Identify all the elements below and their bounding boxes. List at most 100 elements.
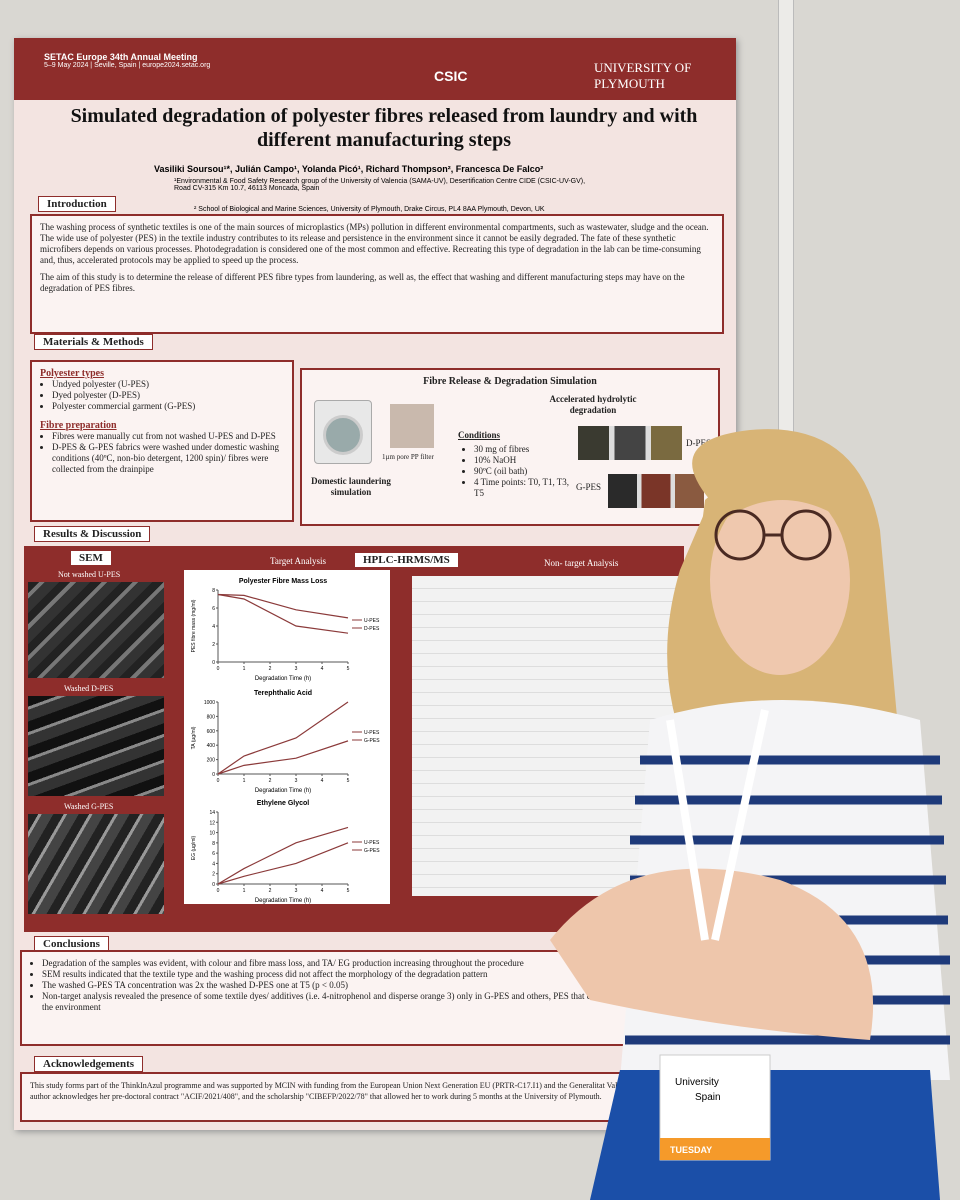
affiliation: ¹Environmental & Food Safety Research gr… [174,178,586,192]
legend-label: D-PES [364,626,380,632]
item: Degradation of the samples was evident, … [42,958,670,969]
lanyard [666,709,769,941]
mini-chart: Ethylene Glycol EG (µg/ml) Degradation Tim… [191,800,380,904]
x-tick-label: 3 [295,666,298,672]
mini-chart: Terephthalic Acid TA (µg/ml) Degradation T… [191,690,380,794]
paragraph: The washing process of synthetic textile… [40,222,709,265]
x-tick-label: 2 [269,888,272,894]
y-tick-label: 8 [212,588,215,594]
y-tick-label: 6 [212,851,215,857]
subheading: Fibre preparation [40,420,117,431]
legend-label: U-PES [364,618,380,624]
methods-left: Polyester types Undyed polyester (U-PES)… [30,360,294,522]
legend-label: G-PES [364,738,380,744]
x-axis-label: Degradation Time (h) [255,898,311,904]
x-tick-label: 0 [217,888,220,894]
x-tick-label: 3 [295,888,298,894]
label: Target Analysis [270,556,326,566]
title: Simulated degradation of polyester fibre… [70,105,698,151]
y-tick-label: 200 [207,758,216,764]
label: Non- target Analysis [544,558,619,568]
x-tick-label: 1 [243,888,246,894]
introduction: The washing process of synthetic textile… [30,214,724,334]
sem-label: Washed G-PES [64,802,114,811]
item: Undyed polyester (U-PES) [52,379,284,390]
y-axis-label: PES fibre mass (mg/ml) [191,599,197,652]
x-tick-label: 5 [347,888,350,894]
arms [550,868,874,1040]
x-tick-label: 2 [269,778,272,784]
y-tick-label: 12 [209,820,215,826]
series-line [217,842,349,885]
label: 1µm pore PP filter [382,453,434,461]
subheading: Conditions [458,430,501,440]
section-heading: Acknowledgements [34,1056,144,1072]
y-tick-label: 800 [207,714,216,720]
y-tick-label: 400 [207,743,216,749]
conditions: 30 mg of fibres10% NaOH90ºC (oil bath)4 … [462,444,572,499]
section-heading: Conclusions [34,936,109,952]
series-line [217,593,349,619]
item: D-PES & G-PES fabrics were washed under … [52,442,284,475]
mini-chart: Polyester Fibre Mass Loss PES fibre mass … [191,578,380,682]
sem-heading: SEM [70,550,112,566]
authors: Vasiliki Soursou¹*, Julián Campo¹, Yolan… [154,164,544,174]
vials [578,426,682,460]
place: 5–9 May 2024 | Seville, Spain | europe20… [44,62,211,69]
face [710,485,850,675]
filter-photo [390,404,434,448]
x-tick-label: 0 [217,666,220,672]
y-tick-label: 10 [209,831,215,837]
y-tick-label: 0 [212,882,215,888]
item: SEM results indicated that the textile t… [42,969,670,980]
x-axis-label: Degradation Time (h) [255,676,311,682]
y-tick-label: 2 [212,642,215,648]
hplc-heading: HPLC-HRMS/MS [354,552,459,568]
sem-image [28,696,164,796]
x-tick-label: 4 [321,666,324,672]
x-tick-label: 1 [243,666,246,672]
y-tick-label: 14 [209,810,215,816]
label: Domestic laundering simulation [311,476,391,497]
item: Dyed polyester (D-PES) [52,390,284,401]
label: Accelerated hydrolytic degradation [549,394,637,415]
y-tick-label: 0 [212,660,215,666]
y-tick-label: 0 [212,772,215,778]
series-line [217,826,349,885]
series-line [217,593,349,634]
y-tick-label: 6 [212,606,215,612]
item: Non-target analysis revealed the presenc… [42,991,670,1013]
x-tick-label: 0 [217,778,220,784]
item: 90ºC (oil bath) [474,466,572,477]
legend-label: U-PES [364,730,380,736]
chart-title: Ethylene Glycol [257,800,310,807]
chart-title: Polyester Fibre Mass Loss [239,578,327,585]
y-axis-label: EG (µg/ml) [191,836,197,861]
legend-label: U-PES [364,840,380,846]
y-axis-label: TA (µg/ml) [191,726,197,749]
paragraph: The aim of this study is to determine th… [40,272,685,293]
glasses [714,509,832,561]
item: 10% NaOH [474,455,572,466]
badge-stripe [660,1138,770,1160]
legend-label: G-PES [364,848,380,854]
logo-plymouth: UNIVERSITY OF PLYMOUTH [594,60,692,91]
person: University Spain TUESDAY [550,429,950,1200]
badge-text: University [675,1077,719,1088]
sem-label: Washed D-PES [64,684,114,693]
sem-image [28,814,164,914]
badge-day: TUESDAY [670,1145,712,1155]
y-tick-label: 600 [207,729,216,735]
methods-right: Fibre Release & Degradation Simulation 1… [300,368,720,526]
y-tick-label: 1000 [204,700,215,706]
chart-title: Terephthalic Acid [254,690,312,697]
y-tick-label: 8 [212,841,215,847]
vials [608,474,704,508]
item: 30 mg of fibres [474,444,572,455]
item: 4 Time points: T0, T1, T3, T5 [474,477,572,499]
x-tick-label: 5 [347,778,350,784]
x-tick-label: 1 [243,778,246,784]
sem-label: Not washed U-PES [58,570,121,579]
conclusions: Degradation of the samples was evident, … [20,950,680,1046]
